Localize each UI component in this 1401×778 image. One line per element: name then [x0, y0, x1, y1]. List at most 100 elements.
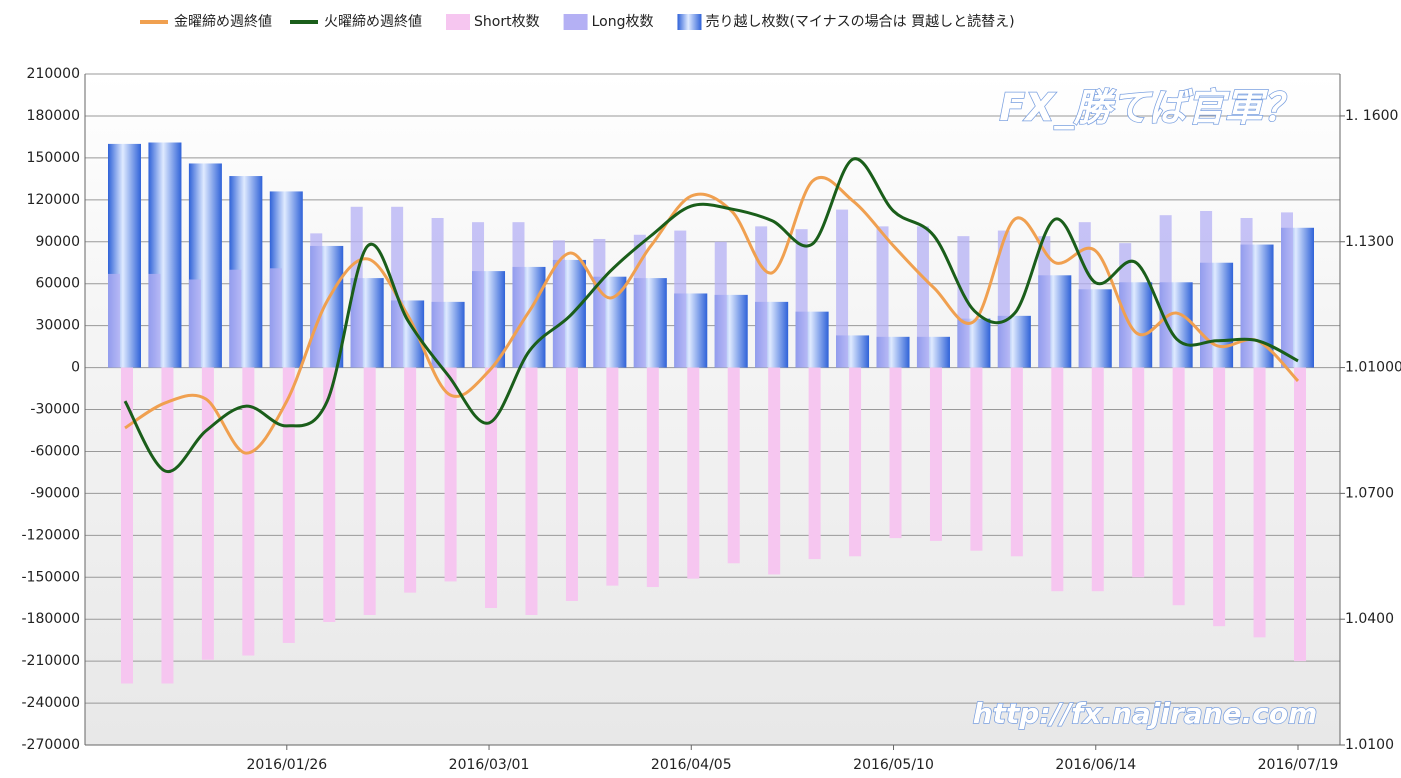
long-bar — [916, 226, 929, 368]
long-bar — [148, 273, 161, 368]
long-bar — [1119, 243, 1132, 368]
short-bar — [687, 367, 700, 579]
long-bar — [1240, 217, 1253, 368]
y-tick-label: 150000 — [27, 150, 80, 166]
y-tick-label: 0 — [71, 360, 80, 376]
legend-label: Long枚数 — [592, 14, 654, 30]
short-bar — [121, 367, 133, 684]
y-tick-label: -30000 — [30, 402, 80, 418]
short-bar — [808, 367, 821, 560]
long-bar — [836, 209, 849, 368]
short-bar — [970, 367, 983, 551]
short-bar — [363, 367, 376, 615]
short-bar — [404, 367, 417, 593]
long-bar — [552, 240, 565, 368]
long-bar — [472, 222, 485, 368]
watermark: http://fx.najirane.com — [973, 697, 1318, 730]
short-bar — [1213, 367, 1226, 627]
short-bar — [282, 367, 295, 643]
y2-tick-label: 1.1300 — [1345, 234, 1394, 250]
long-bar — [755, 226, 768, 368]
short-bar — [768, 367, 781, 575]
long-bar — [431, 217, 444, 368]
y2-tick-label: 1.01000 — [1345, 360, 1401, 376]
x-tick-label: 2016/05/10 — [853, 757, 934, 773]
y2-tick-label: 1.0100 — [1345, 737, 1394, 753]
y2-tick-label: 1.0400 — [1345, 611, 1394, 627]
y-tick-label: 60000 — [35, 276, 80, 292]
line-series — [123, 157, 1299, 473]
short-bar — [1132, 367, 1145, 578]
y-tick-label: -180000 — [22, 611, 81, 627]
long-bar — [997, 230, 1010, 368]
long-bar — [876, 226, 889, 368]
long-bar — [1159, 215, 1172, 368]
long-bar — [1200, 210, 1213, 368]
y-tick-label: -270000 — [22, 737, 81, 753]
legend-label: 火曜締め週終値 — [324, 13, 422, 30]
y2-tick-label: 1. 1600 — [1345, 108, 1398, 124]
long-bar — [674, 230, 687, 368]
long-bar — [108, 273, 120, 368]
legend-label: Short枚数 — [474, 14, 540, 30]
long-bar — [391, 206, 404, 368]
long-bar — [350, 206, 363, 368]
long-bar — [188, 279, 201, 368]
y-tick-label: -90000 — [30, 485, 80, 501]
short-bar — [161, 367, 174, 684]
y-tick-label: 90000 — [35, 234, 80, 250]
short-bar — [525, 367, 538, 615]
long-bar — [795, 229, 808, 368]
short-bar — [1010, 367, 1023, 557]
short-bar — [929, 367, 942, 541]
short-bar — [323, 367, 336, 622]
long-bar — [1038, 236, 1051, 368]
short-bar — [1051, 367, 1064, 592]
legend-swatch — [446, 14, 470, 30]
y-tick-label: -60000 — [30, 443, 80, 459]
long-bar — [593, 238, 606, 368]
watermark: FX_勝てば官軍？ — [999, 86, 1301, 130]
y-tick-label: -240000 — [22, 695, 81, 711]
short-bar — [889, 367, 902, 539]
long-bar — [512, 222, 525, 368]
x-tick-label: 2016/03/01 — [449, 757, 530, 773]
short-bar — [1294, 367, 1306, 662]
legend-swatch — [563, 14, 588, 30]
x-tick-label: 2016/06/14 — [1055, 757, 1136, 773]
short-bar — [242, 367, 255, 656]
long-bar — [229, 269, 242, 368]
x-tick-label: 2016/04/05 — [651, 757, 732, 773]
short-bar — [444, 367, 457, 582]
y-tick-label: 210000 — [27, 66, 80, 82]
y-tick-label: -150000 — [22, 569, 81, 585]
y-tick-label: -120000 — [22, 527, 81, 543]
legend-label: 金曜締め週終値 — [174, 13, 272, 30]
x-tick-label: 2016/01/26 — [246, 757, 327, 773]
short-bar — [1091, 367, 1104, 592]
y-tick-label: 180000 — [27, 108, 80, 124]
short-bar — [606, 367, 619, 586]
long-bar — [714, 241, 727, 368]
y-tick-label: 120000 — [27, 192, 80, 208]
long-bar — [957, 236, 970, 368]
short-bar — [1172, 367, 1185, 606]
line-series — [124, 176, 1300, 455]
long-bar — [310, 233, 323, 368]
short-bar — [201, 367, 214, 660]
legend-label: 売り越し枚数(マイナスの場合は 買越しと読替え) — [705, 13, 1014, 30]
long-bar — [1078, 222, 1091, 368]
legend-swatch — [677, 14, 702, 30]
x-tick-label: 2016/07/19 — [1258, 757, 1339, 773]
long-bar — [269, 268, 282, 368]
short-bar — [565, 367, 578, 602]
short-bar — [1253, 367, 1266, 638]
short-bar — [646, 367, 659, 588]
long-bar — [1281, 212, 1293, 368]
y-tick-label: 30000 — [35, 318, 80, 334]
short-bar — [485, 367, 498, 609]
short-bar — [727, 367, 740, 564]
short-bar — [849, 367, 862, 557]
y-tick-label: -210000 — [22, 653, 81, 669]
